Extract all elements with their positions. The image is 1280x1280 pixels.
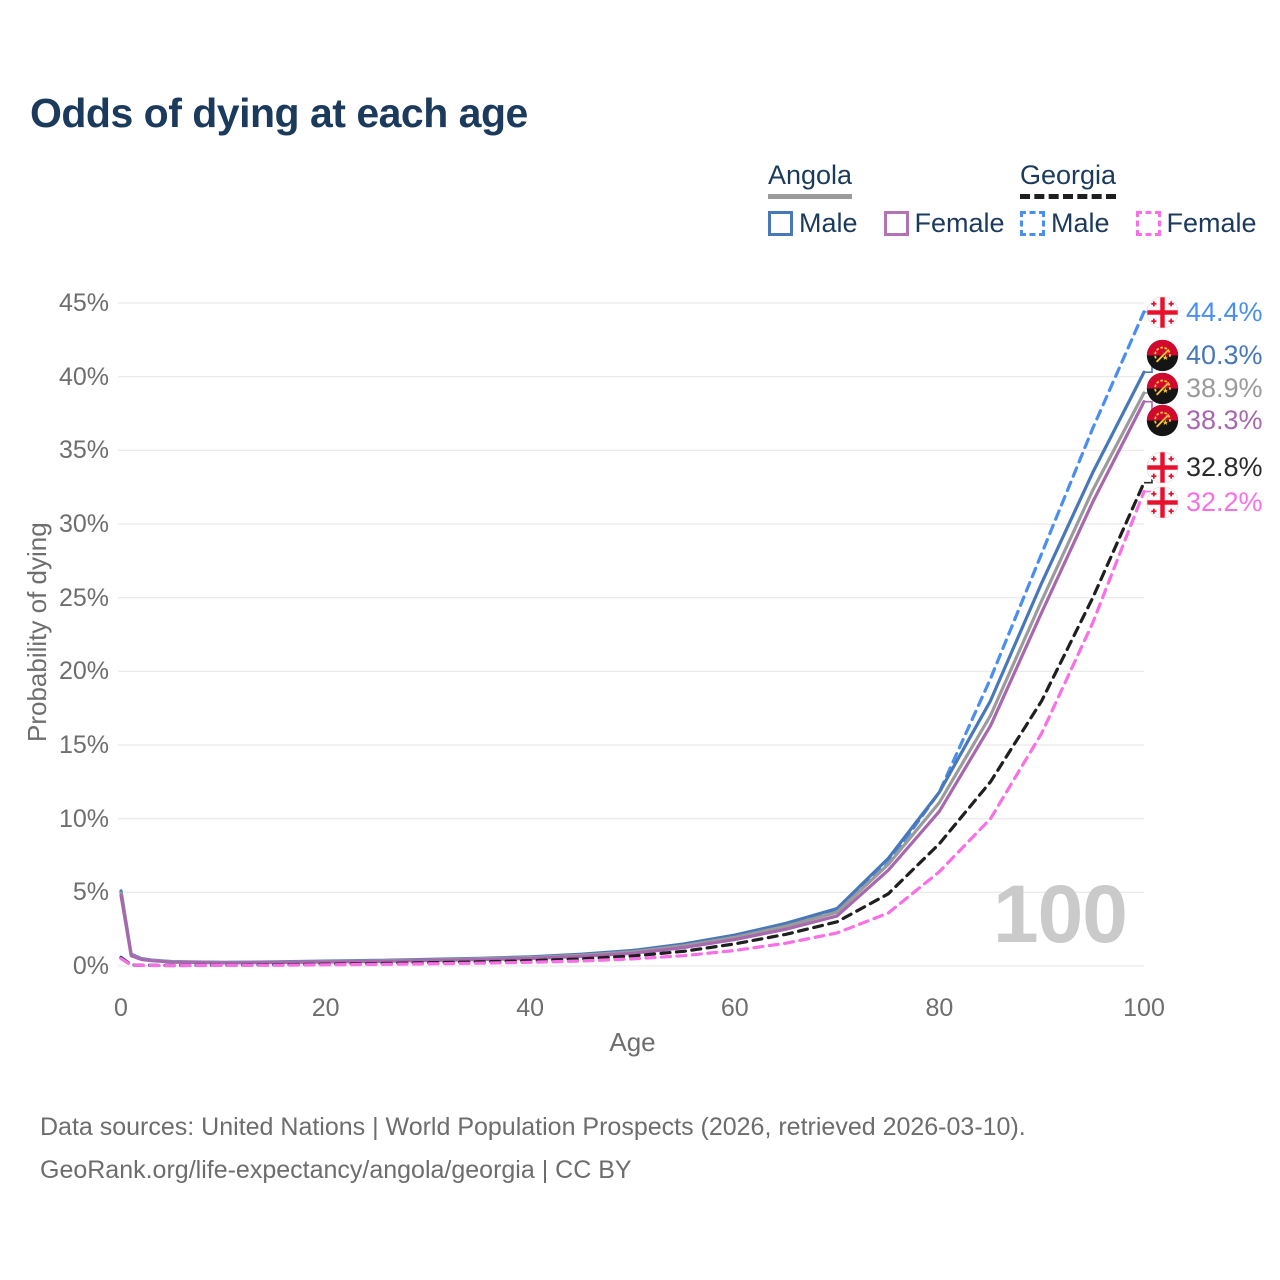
y-tick-label: 30% (58, 510, 109, 538)
legend-item-label: Female (1166, 208, 1257, 238)
legend-item-label: Male (1051, 208, 1110, 238)
x-tick-label: 0 (114, 994, 128, 1022)
angola-flag-icon (1146, 339, 1179, 372)
legend-item-georgia-male[interactable]: Male (1020, 208, 1110, 239)
end-value-label: 38.3% (1186, 404, 1263, 435)
end-label-row: 40.3% (1146, 338, 1263, 372)
footer: Data sources: United Nations | World Pop… (40, 1106, 1026, 1192)
legend-country-georgia[interactable]: Georgia (1020, 160, 1117, 199)
attribution-line: GeoRank.org/life-expectancy/angola/georg… (40, 1156, 632, 1184)
legend-swatch-icon (768, 211, 793, 236)
end-value-label: 38.9% (1186, 372, 1263, 403)
y-tick-label: 15% (58, 731, 109, 759)
x-tick-label: 40 (516, 994, 545, 1022)
legend-item-angola-male[interactable]: Male (768, 208, 858, 239)
series-line-angola-female[interactable] (119, 400, 1146, 965)
legend-items-row: Male Female (768, 208, 1005, 239)
y-tick-label: 40% (58, 362, 109, 391)
y-tick-label: 20% (58, 657, 109, 686)
end-value-label: 32.8% (1186, 451, 1263, 482)
series-line-angola-male[interactable] (119, 370, 1146, 964)
legend-swatch-icon (1020, 211, 1045, 236)
data-sources-line: Data sources: United Nations | World Pop… (40, 1113, 1026, 1141)
legend-swatch-icon (1135, 211, 1161, 236)
legend-items-row: Male Female (1020, 208, 1257, 239)
end-label-row: 32.2% (1146, 485, 1263, 519)
georgia-flag-icon (1146, 450, 1179, 484)
end-label-row: 38.9% (1146, 371, 1263, 405)
georgia-flag-icon (1146, 485, 1179, 519)
y-tick-label: 35% (58, 436, 109, 465)
angola-flag-icon (1146, 404, 1179, 437)
legend-item-angola-female[interactable]: Female (883, 208, 1005, 239)
legend-item-georgia-female[interactable]: Female (1135, 208, 1257, 239)
legend-item-label: Male (799, 208, 858, 238)
page-title: Odds of dying at each age (30, 90, 528, 136)
end-value-label: 32.2% (1186, 486, 1263, 517)
age-watermark: 100 (993, 869, 1128, 960)
end-label-row: 38.3% (1146, 403, 1263, 437)
angola-flag-icon (1146, 372, 1179, 405)
y-tick-label: 5% (72, 878, 109, 907)
legend-country-angola[interactable]: Angola (768, 160, 853, 199)
y-axis-title: Probability of dying (22, 522, 52, 742)
x-tick-label: 100 (1123, 994, 1165, 1022)
y-tick-label: 25% (58, 583, 109, 612)
series-line-georgia-male[interactable] (119, 310, 1146, 968)
legend-group-georgia: Georgia Male Female (1020, 160, 1257, 239)
end-label-row: 32.8% (1146, 450, 1263, 484)
x-tick-label: 60 (720, 994, 749, 1022)
x-tick-label: 20 (311, 994, 340, 1022)
legend-swatch-icon (883, 211, 909, 236)
x-axis-title: Age (609, 1027, 656, 1057)
legend-item-label: Female (914, 208, 1005, 238)
end-value-label: 44.4% (1186, 296, 1263, 327)
series-line-georgia-female[interactable] (119, 490, 1146, 968)
georgia-flag-icon (1146, 295, 1179, 329)
legend-group-angola: Angola Male Female (768, 160, 1005, 239)
y-tick-label: 45% (58, 289, 109, 317)
y-tick-label: 10% (58, 804, 109, 833)
y-tick-label: 0% (72, 952, 109, 980)
end-value-label: 40.3% (1186, 339, 1263, 370)
end-label-row: 44.4% (1146, 295, 1263, 329)
x-tick-label: 80 (925, 994, 954, 1022)
